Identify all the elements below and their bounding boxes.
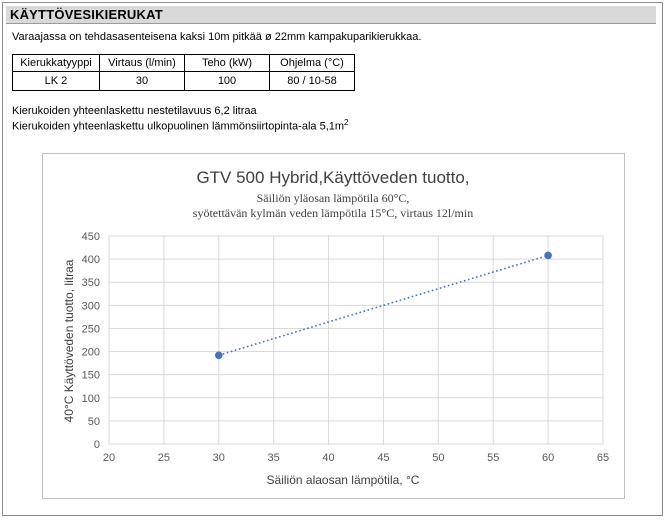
- spec-table-header-row: Kierukkatyyppi Virtaus (l/min) Teho (kW)…: [12, 54, 355, 72]
- spec-cell-program: 80 / 10-58: [269, 71, 355, 91]
- spec-cell-flow: 30: [99, 71, 185, 91]
- page-frame: [2, 2, 663, 516]
- x-tick-label: 20: [103, 452, 115, 464]
- y-tick-label: 200: [82, 347, 100, 359]
- chart-svg: GTV 500 Hybrid,Käyttöveden tuotto, Säili…: [62, 168, 609, 487]
- table-row: LK 2 30 100 80 / 10-58: [12, 71, 355, 91]
- data-point: [214, 351, 223, 360]
- section-header: KÄYTTÖVESIKIERUKAT: [6, 6, 656, 24]
- note-area: Kierukoiden yhteenlaskettu ulkopuolinen …: [12, 118, 348, 133]
- y-tick-label: 300: [82, 300, 100, 312]
- x-tick-label: 55: [487, 452, 499, 464]
- x-tick-label: 45: [377, 452, 389, 464]
- x-tick-label: 25: [158, 452, 170, 464]
- x-tick-label: 60: [542, 452, 554, 464]
- note-volume: Kierukoiden yhteenlaskettu nestetilavuus…: [12, 105, 257, 117]
- x-tick-label: 35: [268, 452, 280, 464]
- y-tick-label: 0: [94, 439, 100, 451]
- y-tick-label: 250: [82, 323, 100, 335]
- x-axis-label: Säiliön alaosan lämpötila, °C: [267, 473, 420, 487]
- y-tick-label: 100: [82, 393, 100, 405]
- spec-header-flow: Virtaus (l/min): [99, 54, 185, 72]
- spec-header-program: Ohjelma (°C): [269, 54, 355, 72]
- spec-cell-type: LK 2: [12, 71, 100, 91]
- y-tick-label: 400: [82, 254, 100, 266]
- y-tick-label: 350: [82, 277, 100, 289]
- y-tick-label: 50: [88, 416, 100, 428]
- note-area-superscript: 2: [344, 118, 349, 127]
- section-title: KÄYTTÖVESIKIERUKAT: [10, 7, 163, 22]
- chart-subtitle-line2: syötettävän kylmän veden lämpötila 15°C,…: [193, 206, 473, 220]
- y-axis-label: 40°C Käyttöveden tuotto, litraa: [62, 259, 76, 422]
- chart-subtitle-line1: Säiliön yläosan lämpötila 60°C,: [257, 191, 410, 205]
- chart-title: GTV 500 Hybrid,Käyttöveden tuotto,: [196, 168, 469, 187]
- spec-table: Kierukkatyyppi Virtaus (l/min) Teho (kW)…: [12, 54, 355, 91]
- intro-text: Varaajassa on tehdasasenteisena kaksi 10…: [12, 31, 422, 43]
- note-area-text: Kierukoiden yhteenlaskettu ulkopuolinen …: [12, 120, 345, 133]
- x-tick-label: 50: [432, 452, 444, 464]
- trendline: [218, 254, 549, 357]
- y-tick-label: 150: [82, 370, 100, 382]
- grid-layer: [108, 235, 604, 445]
- data-point: [544, 251, 552, 260]
- series-layer: [214, 251, 552, 360]
- chart-container: GTV 500 Hybrid,Käyttöveden tuotto, Säili…: [42, 153, 625, 499]
- x-tick-label: 30: [213, 452, 225, 464]
- x-tick-label: 65: [597, 452, 609, 464]
- y-tick-label: 450: [82, 231, 100, 243]
- x-tick-label: 40: [322, 452, 334, 464]
- spec-cell-power: 100: [184, 71, 270, 91]
- spec-header-type: Kierukkatyyppi: [12, 54, 100, 72]
- spec-header-power: Teho (kW): [184, 54, 270, 72]
- axis-layer: 0 50 100 150 200 250 300 350 400 450 20 25 30 35 40 45 5…: [82, 231, 609, 464]
